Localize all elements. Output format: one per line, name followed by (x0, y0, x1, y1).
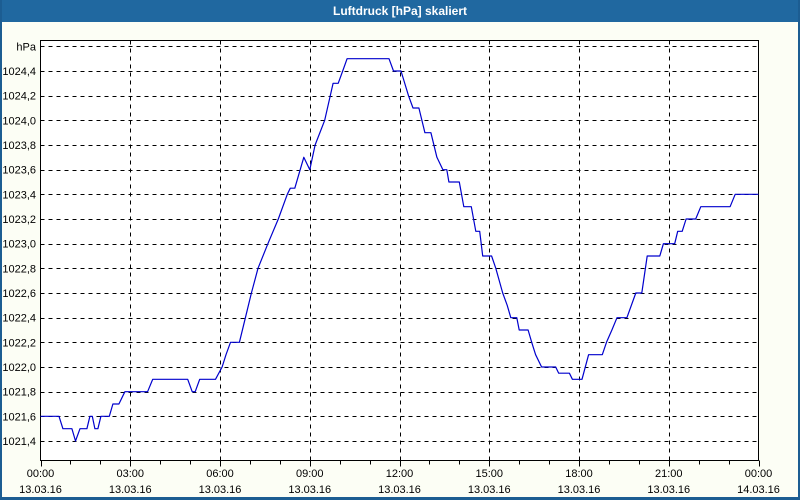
x-tick-time-label: 00:00 (745, 468, 773, 480)
x-tick-date-label: 13.03.16 (19, 484, 62, 496)
window-title: Luftdruck [hPa] skaliert (332, 4, 468, 18)
x-tick-date-label: 13.03.16 (647, 484, 690, 496)
x-tick-date-label: 14.03.16 (737, 484, 780, 496)
x-tick-date-label: 13.03.16 (288, 484, 331, 496)
y-tick-label: 1024,0 (2, 115, 36, 127)
x-tick-date-label: 13.03.16 (558, 484, 601, 496)
y-tick-label: 1024,2 (2, 91, 36, 103)
y-tick-label: 1022,8 (2, 263, 36, 275)
x-tick-time-label: 06:00 (206, 468, 234, 480)
y-tick-label: 1021,4 (2, 436, 36, 448)
pressure-line (40, 58, 759, 442)
title-bar: Luftdruck [hPa] skaliert (0, 0, 800, 22)
y-tick-label: 1022,0 (2, 362, 36, 374)
x-tick-date-label: 13.03.16 (378, 484, 421, 496)
y-tick-label: 1022,6 (2, 288, 36, 300)
y-tick-label: 1024,4 (2, 66, 36, 78)
y-tick-label: 1023,8 (2, 140, 36, 152)
y-tick-label: 1021,6 (2, 411, 36, 423)
x-tick-time-label: 03:00 (116, 468, 144, 480)
x-tick-date-label: 13.03.16 (199, 484, 242, 496)
y-tick-label: 1022,4 (2, 313, 36, 325)
x-tick-time-label: 09:00 (296, 468, 324, 480)
y-axis-unit-label: hPa (16, 41, 36, 53)
x-tick-time-label: 12:00 (386, 468, 414, 480)
x-tick-time-label: 15:00 (475, 468, 503, 480)
y-tick-label: 1023,2 (2, 214, 36, 226)
y-tick-label: 1023,6 (2, 165, 36, 177)
x-tick-date-label: 13.03.16 (109, 484, 152, 496)
plot-area (40, 40, 759, 461)
x-tick-time-label: 18:00 (565, 468, 593, 480)
y-tick-label: 1021,8 (2, 387, 36, 399)
y-tick-label: 1023,0 (2, 239, 36, 251)
y-tick-label: 1022,2 (2, 337, 36, 349)
y-tick-label: 1023,4 (2, 189, 36, 201)
x-tick-time-label: 21:00 (655, 468, 683, 480)
x-tick-time-label: 00:00 (27, 468, 55, 480)
x-tick-date-label: 13.03.16 (468, 484, 511, 496)
